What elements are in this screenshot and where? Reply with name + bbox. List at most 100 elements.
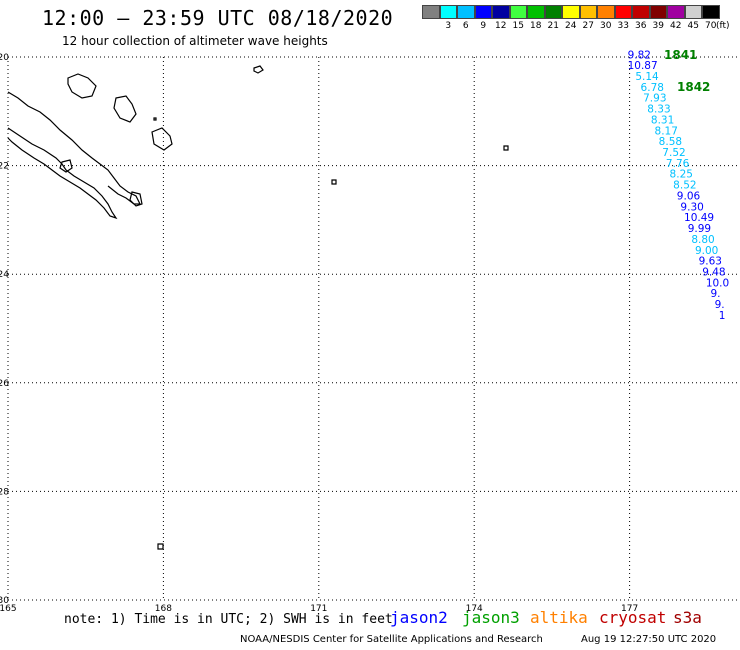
legend-bin: 12 <box>492 5 510 32</box>
legend-swatch <box>667 5 685 19</box>
legend-bin: 45 <box>684 5 702 32</box>
legend-label: 15 <box>512 21 524 31</box>
wave-height-point: 8.17 <box>655 125 678 137</box>
coastline-dot-e <box>153 117 157 121</box>
latitude-labels: -20 -22 -24 -26 -28 -30 <box>0 53 9 606</box>
legend-swatch <box>702 5 720 19</box>
map-subtitle: 12 hour collection of altimeter wave hei… <box>62 34 328 48</box>
satellite-cryosat: cryosat <box>599 608 667 627</box>
legend-label: 18 <box>530 21 542 31</box>
wave-height-point: 9.82 <box>628 49 651 61</box>
legend-swatch <box>509 5 527 19</box>
legend-label: 70 <box>705 21 717 31</box>
coastline-lifou <box>151 127 173 151</box>
map-title: 12:00 – 23:59 UTC 08/18/2020 <box>42 6 394 30</box>
legend-label: 36 <box>635 21 647 31</box>
legend-label: 30 <box>600 21 612 31</box>
wave-height-point: 8.80 <box>691 234 714 246</box>
legend-swatch <box>562 5 580 19</box>
generation-timestamp: Aug 19 12:27:50 UTC 2020 <box>581 634 717 645</box>
credit-line: NOAA/NESDIS Center for Satellite Applica… <box>240 634 543 645</box>
longitude-labels: 165 168 171 174 177 <box>0 604 638 614</box>
wave-height-point: 8.58 <box>659 136 682 148</box>
legend-bin: 39 <box>649 5 667 32</box>
legend-bin: 21 <box>544 5 562 32</box>
longitude-label: 174 <box>466 604 483 614</box>
wave-height-point: 9. <box>710 288 720 300</box>
legend-label: 6 <box>462 21 469 31</box>
legend-label: 39 <box>652 21 664 31</box>
legend-label: 45 <box>687 21 699 31</box>
wave-height-point: 6.78 <box>641 82 664 94</box>
coastline-new-caledonia-reef <box>7 91 141 205</box>
legend-swatch <box>597 5 615 19</box>
legend-bin: 30 <box>597 5 615 32</box>
wave-height-point: 10.49 <box>684 212 714 224</box>
latitude-label: -20 <box>0 53 9 63</box>
coastline-new-caledonia <box>7 127 118 220</box>
map-grid <box>7 56 740 601</box>
legend-bin: 6 <box>457 5 475 32</box>
legend-label: 33 <box>617 21 629 31</box>
legend-label: 21 <box>547 21 559 31</box>
legend-label: 24 <box>565 21 577 31</box>
wave-height-point: 8.25 <box>670 169 693 181</box>
legend-swatch <box>579 5 597 19</box>
legend-swatch <box>439 5 457 19</box>
legend-swatch <box>649 5 667 19</box>
coastline-belep <box>67 73 97 99</box>
legend-bin: 42 <box>667 5 685 32</box>
satellite-altika: altika <box>530 608 588 627</box>
longitude-label: 177 <box>621 604 638 614</box>
coastline-island-c <box>503 145 509 151</box>
legend-label: 42 <box>670 21 682 31</box>
legend-swatch <box>492 5 510 19</box>
wave-height-point: 8.31 <box>651 114 674 126</box>
coastline-ouvea <box>113 95 137 123</box>
wave-height-legend: 3 6 9 12 15 18 21 24 27 30 33 36 39 42 45 70 <box>422 5 720 32</box>
legend-swatch <box>457 5 475 19</box>
wave-height-point: 1 <box>719 310 726 322</box>
legend-bin: 18 <box>527 5 545 32</box>
latitude-label: -28 <box>0 487 9 497</box>
coastline-loyalty-islands <box>59 159 73 173</box>
legend-swatch <box>474 5 492 19</box>
track-time-label: 1841 <box>664 48 697 62</box>
latitude-label: -30 <box>0 596 9 606</box>
legend-swatch <box>614 5 632 19</box>
wave-height-point: 9.30 <box>680 201 703 213</box>
wave-height-point: 5.14 <box>635 71 659 83</box>
latitude-label: -24 <box>0 270 9 280</box>
wave-height-point: 9.63 <box>699 256 722 268</box>
legend-swatch <box>544 5 562 19</box>
legend-bin: 70 <box>702 5 720 32</box>
legend-bin: 15 <box>509 5 527 32</box>
legend-bin <box>422 5 440 32</box>
legend-bin: 36 <box>632 5 650 32</box>
wave-height-point: 9.48 <box>702 266 725 278</box>
wave-height-point: 7.93 <box>643 93 666 105</box>
wave-height-point: 9.00 <box>695 245 718 257</box>
footer-note: note: 1) Time is in UTC; 2) SWH is in fe… <box>64 612 393 627</box>
wave-height-point: 7.52 <box>662 147 685 159</box>
coastline-isle-of-pines <box>129 191 143 207</box>
wave-height-point: 9.06 <box>677 190 701 202</box>
wave-height-point: 9.99 <box>688 223 711 235</box>
wave-height-point: 8.33 <box>647 104 670 116</box>
legend-swatch <box>632 5 650 19</box>
longitude-label: 165 <box>0 604 17 614</box>
track-time-label: 1842 <box>677 80 710 94</box>
satellite-jason2: jason2 <box>390 608 448 627</box>
wave-height-point: 7.76 <box>666 158 690 170</box>
coastline-island-d <box>157 543 164 550</box>
wave-height-point: 10.0 <box>706 277 729 289</box>
wave-height-point: 8.52 <box>673 180 696 192</box>
wave-height-point: 10.87 <box>628 60 658 72</box>
longitude-label: 171 <box>310 604 327 614</box>
legend-bin: 3 <box>439 5 457 32</box>
coastline <box>7 65 509 550</box>
legend-bin: 27 <box>579 5 597 32</box>
wave-height-point: 9. <box>715 299 725 311</box>
legend-bin: 9 <box>474 5 492 32</box>
coastline-island-b <box>331 179 337 185</box>
